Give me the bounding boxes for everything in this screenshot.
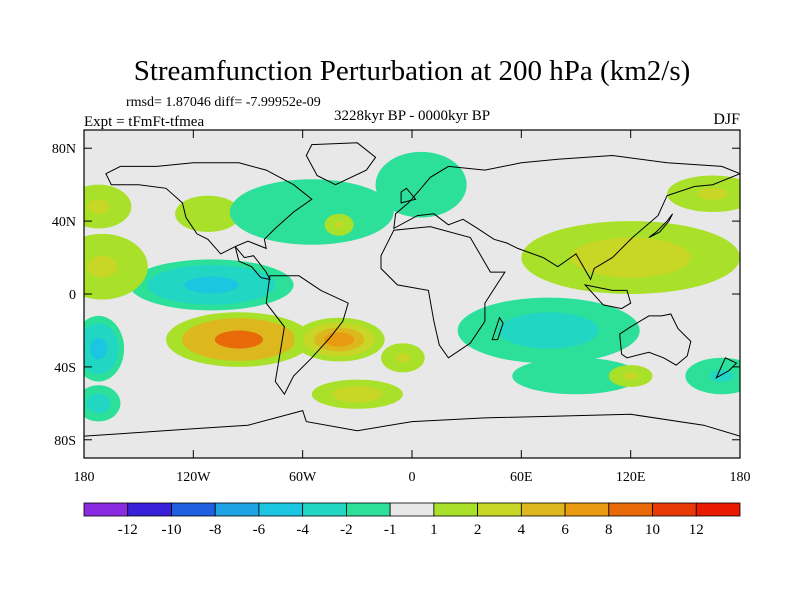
coastline-british-isles	[400, 187, 417, 204]
colorbar-label: -10	[161, 522, 181, 538]
colorbar-label: 2	[474, 522, 482, 538]
field-contour-eq-e-pacific-negative-3	[184, 276, 239, 294]
coastline-layer	[84, 142, 740, 437]
x-tick-label: 60E	[510, 470, 533, 485]
colorbar-label: -2	[340, 522, 353, 538]
colorbar-label: -6	[253, 522, 266, 538]
period-label: 3228kyr BP - 0000kyr BP	[334, 108, 490, 124]
colorbar-label: -8	[209, 522, 222, 538]
colorbar-label: -1	[384, 522, 397, 538]
field-contour-w-pacific-negative-3	[90, 337, 107, 360]
colorbar-swatch	[83, 502, 129, 517]
field-contour-africa-positive-3	[395, 352, 411, 363]
coastline-japan	[648, 213, 674, 238]
colorbar-swatch	[389, 502, 435, 517]
x-tick-label: 120E	[616, 470, 646, 485]
x-axis: 180 120W 60W 0 60E 120E 180	[74, 130, 751, 485]
map-plot: 180 120W 60W 0 60E 120E 180 80N 40N 0 40S 80S	[52, 129, 751, 485]
coastline-indonesia	[583, 284, 632, 310]
colorbar-label: 1	[430, 522, 438, 538]
colorbar-swatch	[258, 502, 304, 517]
chart-title: Streamfunction Perturbation at 200 hPa (…	[134, 55, 691, 87]
y-tick-label: 40N	[52, 215, 76, 230]
colorbar-swatch	[608, 502, 653, 517]
colorbar-swatch	[214, 502, 260, 517]
coastline-australia	[619, 313, 692, 366]
colorbar-label: 12	[689, 522, 704, 538]
x-tick-label: 60W	[289, 470, 317, 485]
colorbar-swatch	[302, 502, 347, 517]
experiment-label: Expt = tFmFt-tfmea	[84, 114, 204, 130]
coastline-greenland	[305, 142, 377, 186]
field-contour-n-pacific-west-3	[87, 199, 110, 214]
field-contour-n-atlantic-negative-3	[284, 201, 339, 223]
x-tick-label: 0	[409, 470, 416, 485]
colorbar-swatch	[564, 502, 610, 517]
coastline-madagascar	[491, 316, 504, 341]
colorbar: -12 -10 -8 -6 -4 -2 -1 1 2 4 6 8 10 12	[83, 502, 741, 538]
coastline-eurasia	[393, 154, 740, 281]
x-tick-label: 120W	[176, 470, 211, 485]
coastline-antarctica	[84, 409, 740, 437]
field-contour-n-pacific-east-3	[197, 207, 219, 220]
y-tick-label: 80N	[52, 142, 76, 157]
colorbar-swatch	[520, 502, 566, 517]
field-contour-eq-c-pacific-negative-3	[87, 255, 118, 278]
x-tick-label: 180	[730, 470, 751, 485]
y-tick-label: 0	[69, 288, 76, 303]
y-tick-label: 40S	[54, 361, 76, 376]
x-tick-label: 180	[74, 470, 95, 485]
colorbar-label: 6	[561, 522, 569, 538]
field-contour-s-pacific-positive-3	[214, 330, 263, 349]
colorbar-swatch	[477, 502, 522, 517]
field-contour-indian-ocean-negative-3	[518, 319, 579, 342]
colorbar-swatch	[652, 502, 697, 517]
coastline-central-america	[234, 246, 271, 281]
field-contour-asia-positive-3	[594, 245, 667, 270]
colorbar-label: 8	[605, 522, 613, 538]
coastline-south-america	[265, 275, 349, 396]
colorbar-label: -4	[296, 522, 309, 538]
colorbar-swatch	[171, 502, 216, 517]
colorbar-label: 10	[645, 522, 660, 538]
season-label: DJF	[713, 111, 740, 128]
colorbar-swatch	[433, 502, 479, 517]
y-axis: 80N 40N 0 40S 80S	[52, 142, 740, 449]
field-contour-s-indian-weak-3	[554, 369, 598, 383]
field-contour-s-pacific-east-negative-3	[709, 369, 734, 383]
y-tick-label: 80S	[54, 434, 76, 449]
coastline-new-zealand	[715, 357, 738, 380]
colorbar-label: -12	[118, 522, 138, 538]
field-contour-australia-positive-3	[623, 372, 638, 380]
field-contour-s-atlantic-weak-3	[342, 389, 373, 400]
colorbar-swatch	[695, 502, 741, 517]
colorbar-swatch	[345, 502, 391, 517]
field-contour-subtropic-n-atlantic-3	[334, 221, 344, 229]
stats-label: rmsd= 1.87046 diff= -7.99952e-09	[126, 95, 321, 110]
field-contour-s-pacific-high-lat-3	[91, 397, 106, 410]
field-layer	[84, 151, 740, 422]
field-contour-nw-pacific-positive-3	[697, 187, 728, 200]
colorbar-swatch	[127, 502, 172, 517]
coastline-north-america	[105, 162, 313, 255]
colorbar-label: 4	[518, 522, 526, 538]
coastline-africa	[380, 226, 506, 359]
